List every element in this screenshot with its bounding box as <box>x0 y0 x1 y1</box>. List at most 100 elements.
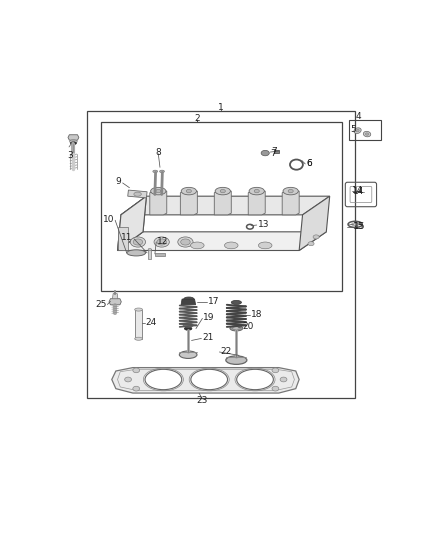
Ellipse shape <box>179 351 197 358</box>
Text: 3: 3 <box>67 151 74 160</box>
Polygon shape <box>248 191 265 215</box>
Text: 18: 18 <box>251 310 262 319</box>
Ellipse shape <box>186 189 191 193</box>
Ellipse shape <box>133 386 140 391</box>
Text: 23: 23 <box>197 397 208 406</box>
Polygon shape <box>155 253 165 256</box>
Polygon shape <box>274 150 279 153</box>
Text: 11: 11 <box>121 233 133 242</box>
Ellipse shape <box>226 356 247 365</box>
Ellipse shape <box>184 327 192 330</box>
Ellipse shape <box>272 368 279 373</box>
Ellipse shape <box>230 326 243 331</box>
Text: 5: 5 <box>350 125 356 134</box>
Polygon shape <box>121 196 330 215</box>
Text: 9: 9 <box>115 177 121 187</box>
Ellipse shape <box>156 189 161 193</box>
Ellipse shape <box>254 189 259 193</box>
Ellipse shape <box>272 386 279 391</box>
Ellipse shape <box>233 327 240 330</box>
Text: 12: 12 <box>157 237 169 246</box>
Ellipse shape <box>154 237 170 247</box>
Ellipse shape <box>151 188 166 195</box>
Ellipse shape <box>134 192 141 196</box>
Ellipse shape <box>70 140 77 143</box>
Text: 17: 17 <box>208 296 219 305</box>
Ellipse shape <box>364 131 371 137</box>
Text: 6: 6 <box>306 159 312 168</box>
Ellipse shape <box>130 237 145 247</box>
Ellipse shape <box>184 297 194 301</box>
Polygon shape <box>117 196 146 251</box>
Bar <box>87 111 355 398</box>
Ellipse shape <box>72 141 75 142</box>
Ellipse shape <box>237 369 273 390</box>
Polygon shape <box>109 298 121 305</box>
Polygon shape <box>214 191 231 215</box>
Text: 24: 24 <box>146 318 157 327</box>
Ellipse shape <box>288 189 293 193</box>
Ellipse shape <box>178 237 193 247</box>
Polygon shape <box>117 232 326 251</box>
Ellipse shape <box>148 248 152 251</box>
Ellipse shape <box>159 170 164 173</box>
Ellipse shape <box>249 188 265 195</box>
Text: 15: 15 <box>353 222 365 231</box>
Polygon shape <box>282 191 299 215</box>
Ellipse shape <box>183 323 193 327</box>
Ellipse shape <box>215 188 230 195</box>
Text: 22: 22 <box>220 347 232 356</box>
Text: 15: 15 <box>353 222 364 231</box>
Ellipse shape <box>127 250 145 256</box>
Ellipse shape <box>191 369 227 390</box>
Text: 21: 21 <box>202 333 214 342</box>
Polygon shape <box>68 135 79 140</box>
Polygon shape <box>112 368 299 393</box>
Ellipse shape <box>283 188 298 195</box>
Ellipse shape <box>181 188 197 195</box>
Ellipse shape <box>122 237 127 240</box>
Polygon shape <box>128 190 147 198</box>
Polygon shape <box>180 191 197 215</box>
Ellipse shape <box>71 142 77 144</box>
Ellipse shape <box>313 235 319 239</box>
Ellipse shape <box>365 133 369 135</box>
Text: 19: 19 <box>203 313 215 322</box>
Text: 2: 2 <box>194 114 200 123</box>
Text: 10: 10 <box>102 215 114 224</box>
Text: 7: 7 <box>270 149 276 158</box>
Polygon shape <box>299 196 330 251</box>
Ellipse shape <box>153 170 158 173</box>
Ellipse shape <box>122 247 127 251</box>
Bar <box>101 122 342 291</box>
Polygon shape <box>150 191 167 215</box>
Text: 7: 7 <box>271 147 277 156</box>
Ellipse shape <box>133 368 140 373</box>
Polygon shape <box>148 249 152 259</box>
Polygon shape <box>117 227 128 251</box>
Ellipse shape <box>231 301 241 304</box>
Ellipse shape <box>261 150 269 156</box>
Ellipse shape <box>225 242 238 249</box>
Ellipse shape <box>191 242 204 249</box>
Ellipse shape <box>133 239 143 245</box>
Ellipse shape <box>220 189 225 193</box>
Ellipse shape <box>351 223 359 225</box>
Ellipse shape <box>308 241 314 246</box>
Polygon shape <box>117 196 146 251</box>
Polygon shape <box>134 310 142 339</box>
Polygon shape <box>181 299 196 305</box>
Text: 4: 4 <box>356 112 361 121</box>
Ellipse shape <box>258 242 272 249</box>
Ellipse shape <box>356 130 359 132</box>
Text: 6: 6 <box>306 159 312 168</box>
Bar <box>350 120 381 140</box>
Text: 20: 20 <box>243 322 254 330</box>
Ellipse shape <box>157 239 166 245</box>
Ellipse shape <box>181 239 190 245</box>
Text: 13: 13 <box>258 220 269 229</box>
Ellipse shape <box>135 308 142 311</box>
Polygon shape <box>113 294 118 298</box>
Ellipse shape <box>354 128 361 134</box>
Text: 14: 14 <box>353 187 364 196</box>
